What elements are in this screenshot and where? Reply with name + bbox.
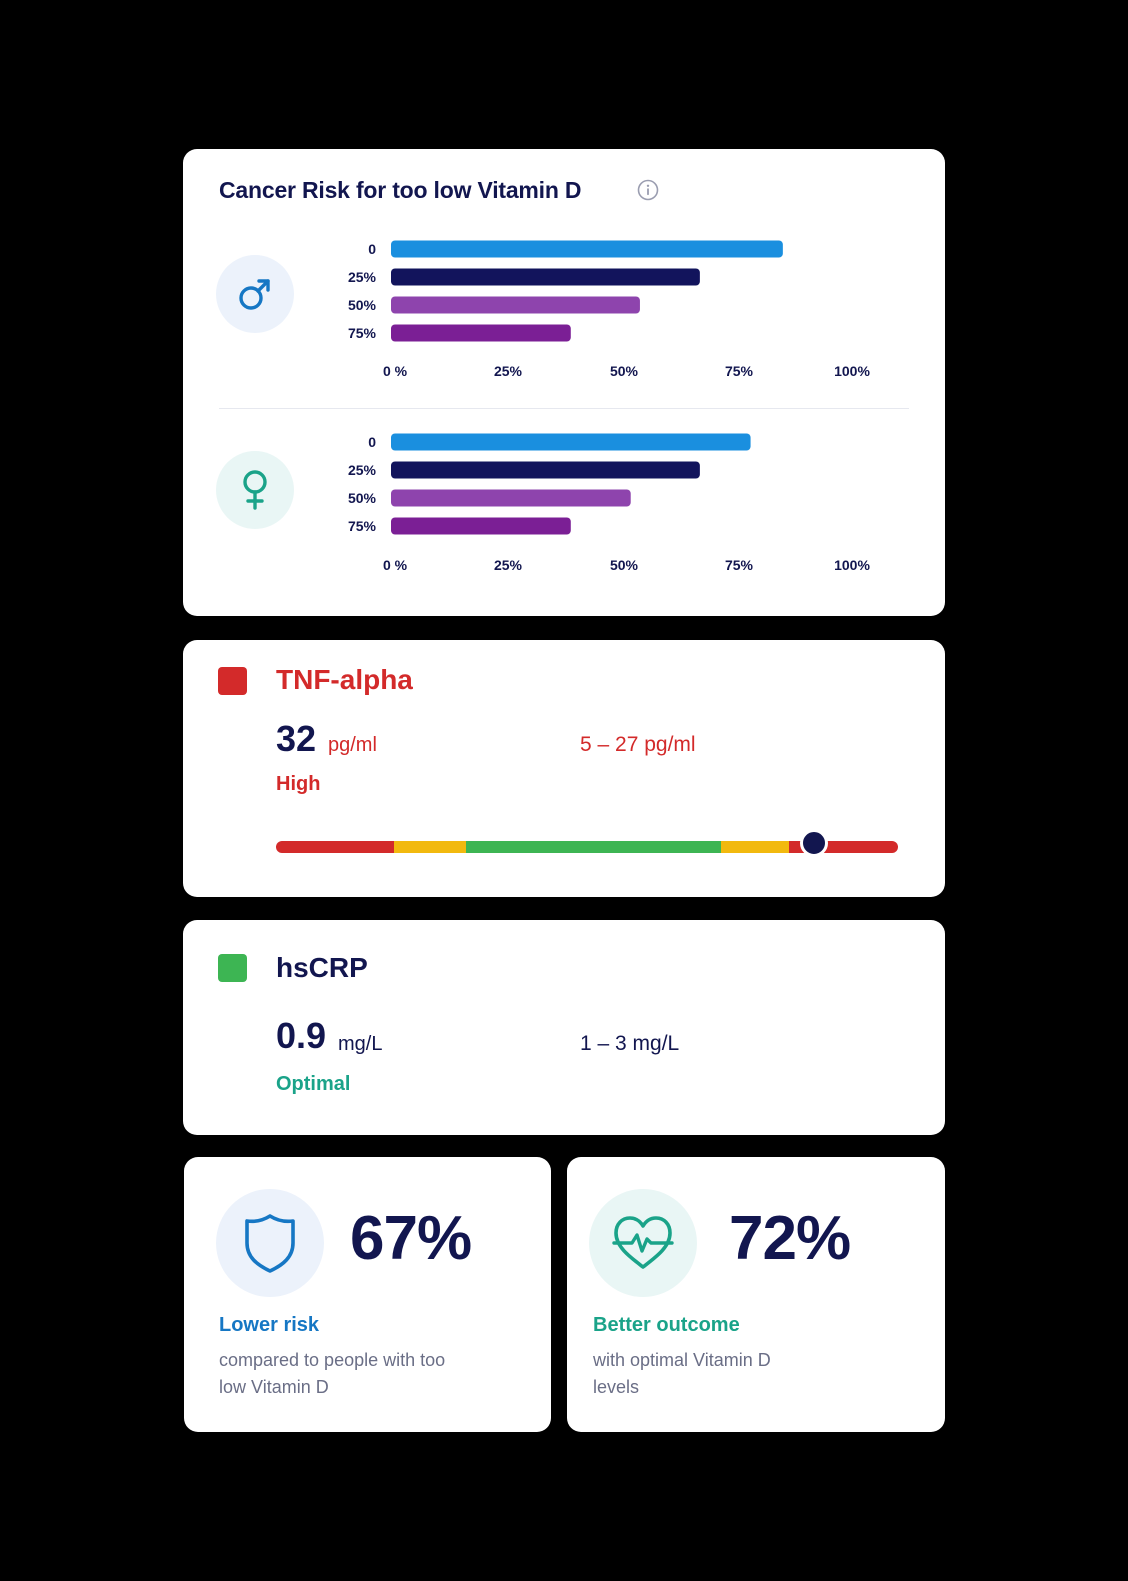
category-label: 25% [348, 269, 377, 285]
category-label: 0 [368, 434, 376, 450]
bar [391, 461, 700, 479]
x-tick-label: 0 % [383, 557, 408, 573]
tnf-alpha-card[interactable]: TNF-alpha 32 pg/ml 5 – 27 pg/ml High [183, 640, 945, 897]
marker-unit: mg/L [338, 1033, 383, 1055]
range-scale-bar [276, 841, 898, 853]
marker-status: High [276, 773, 321, 795]
marker-value: 0.9 [276, 1015, 327, 1056]
reference-range: 5 – 27 pg/ml [580, 733, 696, 756]
x-tick-label: 100% [834, 363, 870, 379]
marker-name: TNF-alpha [276, 664, 413, 695]
reference-range: 1 – 3 mg/L [580, 1032, 680, 1055]
category-label: 50% [348, 490, 377, 506]
info-icon[interactable] [637, 179, 659, 201]
range-segment [394, 841, 466, 853]
better-outcome-card: 72% Better outcome with optimal Vitamin … [567, 1157, 945, 1432]
x-tick-label: 25% [494, 363, 523, 379]
stat-description: compared to people with too low Vitamin … [219, 1350, 446, 1397]
category-label: 75% [348, 325, 377, 341]
marker-status: Optimal [276, 1073, 351, 1095]
heart-pulse-icon [589, 1189, 697, 1297]
value-marker [800, 829, 829, 857]
x-tick-label: 50% [610, 557, 639, 573]
stat-value: 72% [729, 1204, 851, 1273]
category-label: 50% [348, 297, 377, 313]
x-tick-label: 0 % [383, 363, 408, 379]
bar [391, 324, 571, 342]
male-symbol-icon [216, 255, 294, 333]
stat-description: with optimal Vitamin D levels [593, 1350, 771, 1397]
range-segment [276, 841, 395, 853]
stat-label: Better outcome [593, 1314, 740, 1336]
stat-label: Lower risk [219, 1314, 320, 1336]
bar [391, 296, 640, 314]
cancer-risk-bar-charts: 0 25% 50% 75% 0 % 25% 50% 75% 100% 0 25% 50% 75% 0 % 2… [348, 240, 870, 573]
x-tick-label: 25% [494, 557, 523, 573]
hscrp-card[interactable]: hsCRP 0.9 mg/L 1 – 3 mg/L Optimal [183, 920, 945, 1135]
x-tick-label: 50% [610, 363, 639, 379]
status-indicator-optimal [218, 954, 247, 982]
range-segment [720, 841, 790, 853]
category-label: 75% [348, 518, 377, 534]
female-symbol-icon [216, 451, 294, 529]
category-label: 0 [368, 241, 376, 257]
status-indicator-high [218, 667, 247, 695]
x-tick-label: 75% [725, 557, 754, 573]
marker-unit: pg/ml [328, 734, 377, 756]
card-title: Cancer Risk for too low Vitamin D [219, 177, 582, 203]
bar [391, 433, 751, 451]
bar [391, 268, 700, 286]
shield-icon [216, 1189, 324, 1297]
category-label: 25% [348, 462, 377, 478]
lower-risk-card: 67% Lower risk compared to people with t… [184, 1157, 551, 1432]
range-segment [465, 841, 721, 853]
bar [391, 240, 783, 258]
cancer-risk-card: Cancer Risk for too low Vitamin D 0 25% 50… [183, 149, 945, 616]
marker-value: 32 [276, 718, 317, 759]
marker-name: hsCRP [276, 952, 368, 983]
bar [391, 489, 631, 507]
x-tick-label: 75% [725, 363, 754, 379]
bar [391, 517, 571, 535]
stat-value: 67% [350, 1204, 472, 1273]
chart-divider [219, 408, 909, 409]
x-tick-label: 100% [834, 557, 870, 573]
